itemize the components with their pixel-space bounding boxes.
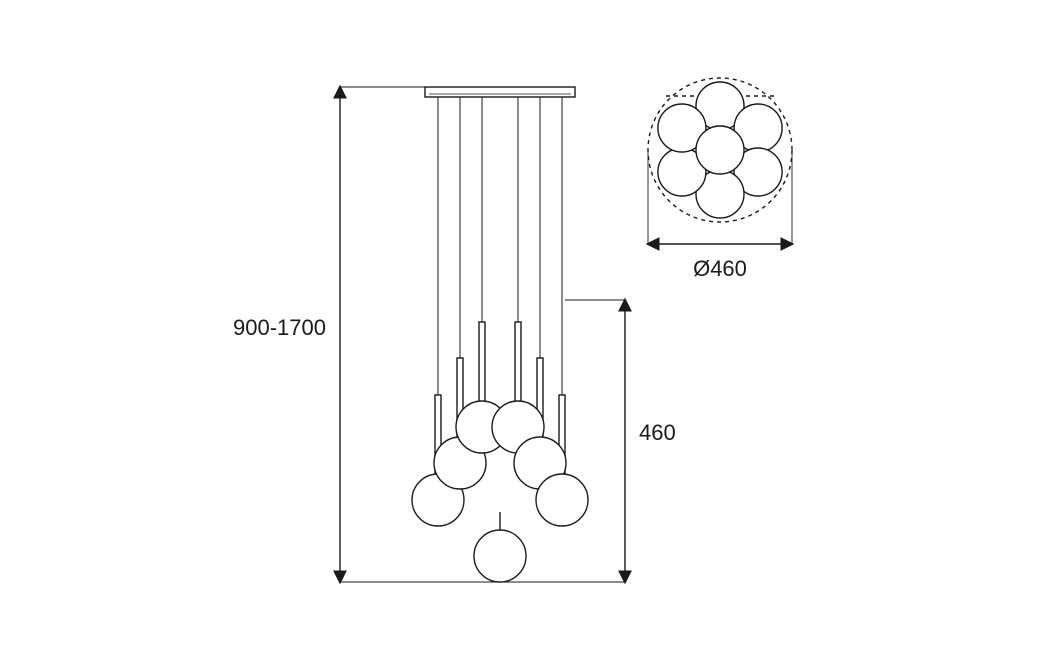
drop-height-label: 460 <box>639 420 676 445</box>
ceiling-plate <box>425 87 575 97</box>
dimension-diagram: 900-1700 460 Ø460 <box>0 0 1040 648</box>
height-range-label: 900-1700 <box>233 315 326 340</box>
diameter-label: Ø460 <box>693 256 747 281</box>
top-view-plan <box>648 78 792 222</box>
